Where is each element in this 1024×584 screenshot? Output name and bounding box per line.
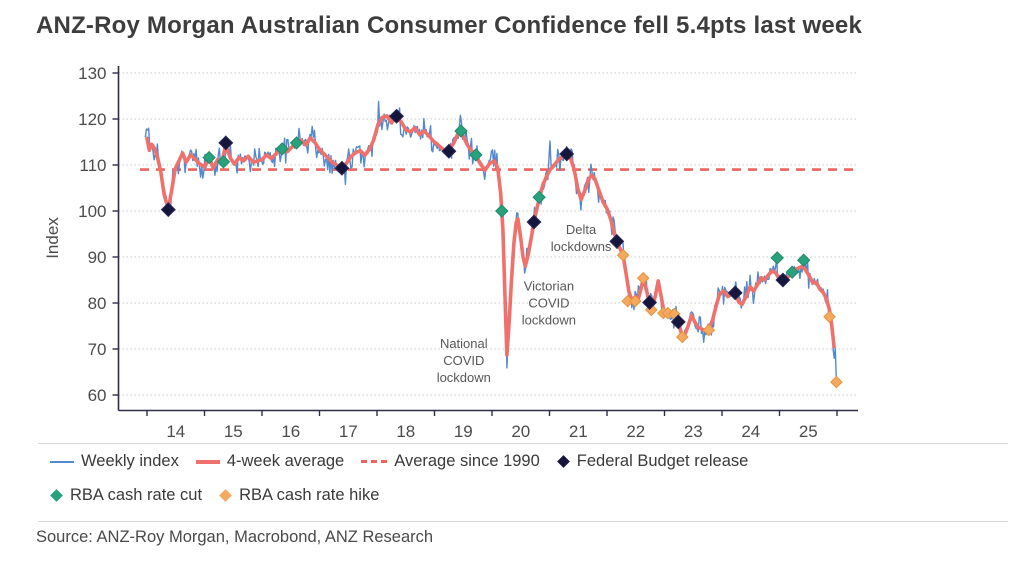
rba-rate-hike-marker — [616, 248, 630, 262]
y-tick-label: 80 — [88, 294, 107, 313]
x-tick-label: 25 — [799, 422, 818, 441]
legend-label: Federal Budget release — [576, 452, 749, 470]
rba-rate-cut-marker — [202, 150, 216, 165]
y-tick-label: 70 — [88, 340, 107, 359]
rba-rate-hike-marker — [702, 323, 716, 337]
rba-rate-hike-marker — [636, 271, 650, 285]
chart-title: ANZ-Roy Morgan Australian Consumer Confi… — [36, 12, 863, 39]
rba-rate-cut-marker — [289, 136, 304, 150]
rba-rate-hike-marker — [830, 375, 843, 389]
legend-label: RBA cash rate hike — [239, 486, 380, 504]
legend-weekly-index: Weekly index — [50, 452, 179, 471]
x-tick-label: 16 — [281, 422, 300, 441]
federal-budget-marker — [775, 272, 791, 288]
legend-label: 4-week average — [226, 452, 345, 470]
legend-average-since-1990: Average since 1990 — [361, 452, 540, 471]
rba-rate-hike-marker — [675, 330, 689, 344]
rba-rate-cut-marker — [770, 251, 784, 265]
legend-rba-cash-rate-hike: RBA cash rate hike — [219, 486, 379, 505]
federal-budget-marker — [559, 146, 575, 162]
x-tick-label: 21 — [569, 422, 588, 441]
rba-rate-cut-marker — [532, 190, 546, 204]
y-tick-label: 130 — [78, 64, 106, 83]
x-tick-label: 24 — [741, 422, 760, 441]
chart-legend-row-2: RBA cash rate cut RBA cash rate hike — [50, 486, 379, 505]
rba-rate-cut-marker — [495, 204, 509, 218]
rba-rate-hike-marker — [823, 310, 836, 324]
y-tick-label: 110 — [79, 156, 106, 175]
federal-budget-marker — [670, 314, 686, 330]
federal-budget-marker — [609, 233, 625, 249]
x-tick-label: 15 — [224, 422, 243, 441]
x-tick-label: 17 — [339, 422, 358, 441]
diamond-marker-icon — [556, 455, 570, 468]
diamond-marker-icon — [50, 489, 63, 502]
annotation-national-covid-lockdown: National COVID lockdown — [437, 336, 491, 385]
x-tick-label: 19 — [454, 422, 473, 441]
rba-rate-cut-marker — [275, 142, 289, 156]
x-tick-label: 14 — [166, 422, 185, 441]
line-swatch-icon — [361, 460, 388, 463]
chart-legend-row-1: Weekly index 4-week average Average since … — [50, 452, 748, 471]
legend-federal-budget-release: Federal Budget release — [556, 452, 749, 471]
federal-budget-marker — [727, 285, 743, 301]
legend-label: Average since 1990 — [394, 452, 540, 470]
y-tick-label: 120 — [78, 110, 106, 129]
legend-label: RBA cash rate cut — [70, 486, 203, 504]
four-week-average-line — [145, 114, 836, 357]
legend-label: Weekly index — [81, 452, 179, 470]
y-tick-label: 100 — [78, 202, 106, 221]
federal-budget-marker — [642, 294, 658, 311]
source-text: Source: ANZ-Roy Morgan, Macrobond, ANZ R… — [36, 528, 434, 546]
diamond-marker-icon — [219, 489, 232, 502]
weekly-index-line — [144, 100, 838, 383]
federal-budget-marker — [160, 202, 176, 218]
annotation-delta-lockdowns: Delta lockdowns — [551, 222, 612, 254]
federal-budget-marker — [388, 108, 405, 124]
rba-rate-cut-marker — [216, 155, 231, 169]
legend-4-week-average: 4-week average — [195, 452, 345, 471]
y-tick-label: 90 — [88, 248, 107, 267]
x-tick-label: 20 — [511, 422, 530, 441]
rba-rate-cut-marker — [796, 253, 811, 267]
line-swatch-icon — [50, 460, 74, 463]
x-tick-label: 18 — [396, 422, 415, 441]
federal-budget-marker — [218, 135, 234, 151]
federal-budget-marker — [441, 143, 457, 159]
x-tick-label: 22 — [626, 422, 645, 441]
federal-budget-marker — [526, 214, 542, 230]
legend-rba-cash-rate-cut: RBA cash rate cut — [50, 486, 202, 505]
annotation-victorian-covid-lockdown: Victorian COVID lockdown — [522, 279, 576, 328]
line-swatch-icon — [195, 459, 220, 464]
federal-budget-marker — [334, 160, 350, 176]
y-axis-label: Index — [43, 217, 62, 259]
rba-rate-cut-marker — [785, 265, 799, 279]
y-tick-label: 60 — [88, 386, 107, 405]
x-tick-label: 23 — [684, 422, 703, 441]
rba-rate-cut-marker — [454, 124, 468, 138]
rba-rate-hike-marker — [628, 294, 642, 308]
rba-rate-cut-marker — [469, 148, 483, 162]
